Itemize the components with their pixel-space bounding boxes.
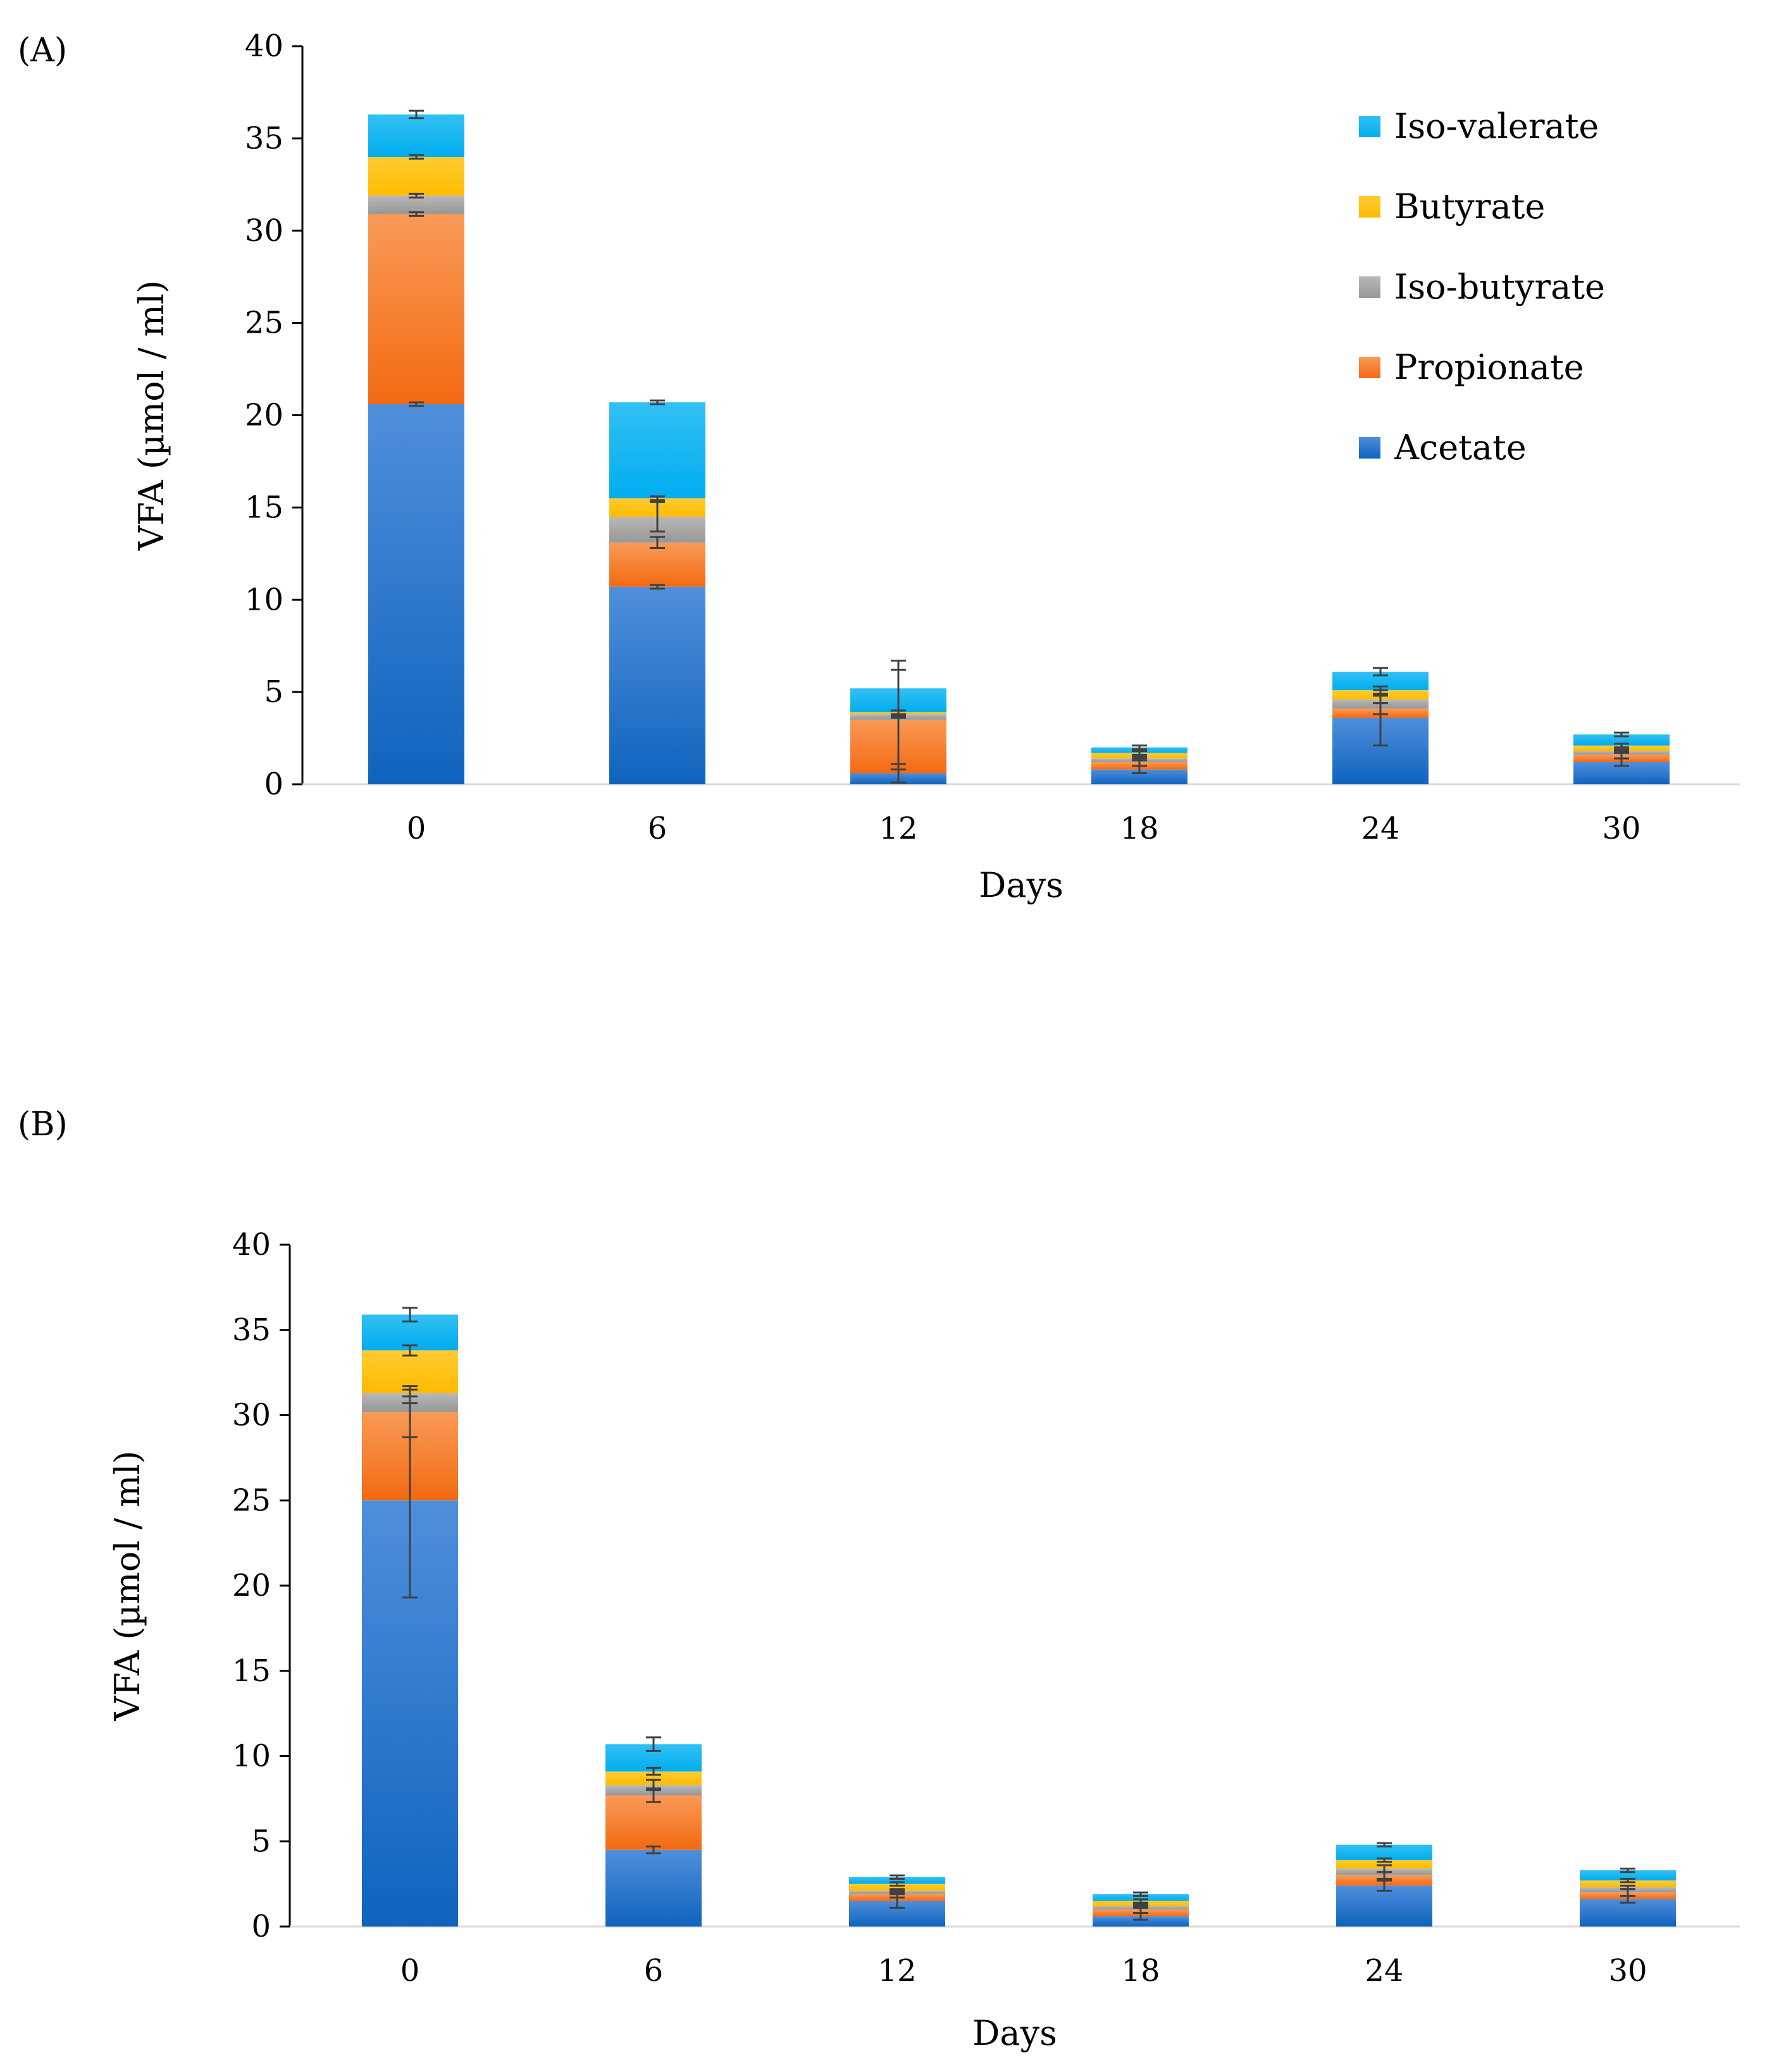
panel-b-bar-acetate-day-6 [605,1850,702,1927]
panel-a-x-tick-label-12: 12 [879,811,917,846]
panel-a-x-tick-label-24: 24 [1361,811,1399,846]
legend-item-iso-butyrate: Iso-butyrate [1359,267,1605,307]
legend-swatch-iso-butyrate [1359,276,1380,298]
panel-b-y-tick-label-10: 10 [232,1739,271,1774]
panel-a-y-tick-label-35: 35 [245,121,283,156]
legend-item-butyrate: Butyrate [1359,187,1545,226]
legend-label-propionate: Propionate [1394,347,1584,387]
panel-a-label: (A) [18,32,67,70]
panel-b-y-axis-title: VFA (µmol / ml) [108,1450,147,1721]
legend-label-butyrate: Butyrate [1394,187,1545,226]
panel-a-bar-butyrate-day-0 [368,157,464,195]
panel-b-y-tick-label-5: 5 [251,1823,271,1859]
panel-a-y-axis-title: VFA (µmol / ml) [132,280,171,551]
panel-b-x-tick-label-6: 6 [644,1953,664,1989]
panel-a-bar-propionate-day-0 [368,214,464,404]
legend-swatch-acetate [1359,437,1380,459]
panel-b-x-tick-label-0: 0 [400,1953,420,1989]
panel-b-x-axis-title: Days [972,2013,1057,2053]
legend-item-acetate: Acetate [1359,428,1527,467]
panel-b-y-tick-label-40: 40 [232,1227,271,1262]
panel-a-x-tick-label-0: 0 [407,811,426,846]
panel-b-x-tick-label-18: 18 [1121,1953,1160,1989]
panel-a: (A) 0 5 10 15 20 25 30 35 40 0 6 12 18 24 30 Days VFA (µm… [18,28,1740,905]
panel-b-y-tick-label-0: 0 [251,1909,271,1944]
panel-a-bar-iso-valerate-day-0 [368,114,464,157]
panel-a-y-tick-label-25: 25 [245,305,283,341]
legend-swatch-propionate [1359,357,1380,378]
panel-a-y-tick-label-15: 15 [245,490,283,525]
panel-a-y-tick-label-40: 40 [245,28,283,64]
legend-item-iso-valerate: Iso-valerate [1359,106,1599,146]
legend-label-iso-valerate: Iso-valerate [1394,106,1599,146]
legend-swatch-butyrate [1359,196,1380,218]
legend-label-iso-butyrate: Iso-butyrate [1394,267,1605,307]
panel-a-y-tick-label-30: 30 [245,213,283,249]
panel-a-y-tick-label-0: 0 [264,767,283,802]
panel-b-label: (B) [18,1106,68,1144]
panel-a-x-axis-title: Days [979,865,1063,905]
panel-a-y-tick-label-20: 20 [245,398,283,433]
panel-b-x-tick-label-12: 12 [877,1953,916,1989]
panel-a-x-tick-label-30: 30 [1602,811,1640,846]
panel-a-bar-iso-valerate-day-6 [609,402,705,498]
panel-b-x-tick-label-24: 24 [1365,1953,1403,1989]
panel-a-legend: Iso-valerate Butyrate Iso-butyrate Propiona… [1359,106,1605,467]
panel-b-y-tick-label-15: 15 [232,1653,271,1689]
panel-b-y-tick-label-35: 35 [232,1312,271,1348]
panel-a-x-tick-label-18: 18 [1120,811,1158,846]
panel-a-bar-propionate-day-6 [609,543,705,587]
panel-b-bar-acetate-day-24 [1336,1885,1432,1927]
panel-a-y-tick-label-5: 5 [264,674,283,710]
panel-b-y-tick-label-25: 25 [232,1483,271,1518]
legend-swatch-iso-valerate [1359,116,1380,137]
legend-item-propionate: Propionate [1359,347,1584,387]
panel-b-bar-propionate-day-6 [605,1795,702,1849]
legend-label-acetate: Acetate [1394,428,1527,467]
panel-b-y-tick-label-30: 30 [232,1398,271,1433]
panel-b: (B) 0 5 10 15 20 25 30 35 40 0 6 12 18 24 30 Days VFA (µm… [18,1106,1740,2053]
panel-b-y-tick-label-20: 20 [232,1568,271,1603]
panel-a-x-tick-label-6: 6 [648,811,667,846]
chart-figure: (A) 0 5 10 15 20 25 30 35 40 0 6 12 18 24 30 Days VFA (µm… [0,0,1767,2072]
panel-b-x-tick-label-30: 30 [1608,1953,1647,1989]
panel-a-bar-acetate-day-0 [368,404,464,784]
panel-a-y-tick-label-10: 10 [245,582,283,617]
panel-a-bar-acetate-day-6 [609,587,705,784]
